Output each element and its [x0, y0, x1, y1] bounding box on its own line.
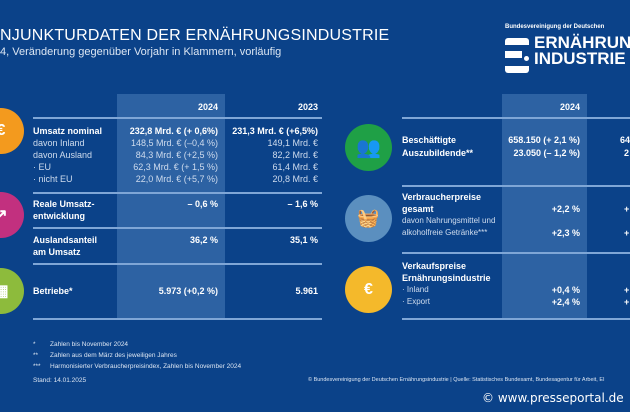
row-label: Ernährungsindustrie: [402, 273, 491, 283]
footnote-marker: **: [33, 352, 39, 359]
rising-chart-icon: ↗: [0, 192, 24, 238]
shopping-basket-icon: 🧺: [345, 195, 392, 242]
value-2023: – 1,6 %: [287, 199, 318, 209]
value-2023: 20,8 Mrd. €: [272, 174, 318, 184]
highlight-column-2024: [117, 94, 225, 318]
footnote-marker: *: [33, 341, 36, 348]
divider: [33, 192, 322, 194]
watermark: © www.presseportal.de: [482, 391, 624, 405]
column-header-2023: 2023: [297, 102, 318, 112]
copyright: © Bundesvereinigung der Deutschen Ernähr…: [308, 377, 605, 383]
coins-euro-icon: €: [0, 108, 24, 154]
value-2023: 35,1 %: [289, 235, 318, 245]
divider: [402, 252, 630, 254]
highlight-column-2024-right: [502, 94, 587, 318]
divider: [33, 318, 322, 320]
value-2023: 82,2 Mrd. €: [272, 150, 318, 160]
row-label: · Export: [402, 297, 431, 306]
row-label: · EU: [33, 162, 51, 172]
column-header-2024: 2024: [559, 102, 580, 112]
logo: Bundesvereinigung der Deutschen ERNÄHRUN…: [505, 24, 630, 73]
value-2023: 5.961: [295, 286, 318, 296]
row-label: Betriebe*: [33, 286, 73, 296]
value-2024: +2,3 %: [551, 228, 580, 238]
value-2023-cut: +: [624, 228, 630, 238]
value-2023-cut: 2: [624, 148, 630, 158]
value-2023: 61,4 Mrd. €: [272, 162, 318, 172]
row-label: am Umsatz: [33, 247, 81, 257]
value-2024: 148,5 Mrd. € (–0,4 %): [130, 138, 218, 148]
value-2023-cut: +: [624, 204, 630, 214]
row-label: davon Inland: [33, 138, 85, 148]
row-label: davon Nahrungsmittel und: [402, 216, 496, 225]
logo-line: ERNÄHRUN: [534, 33, 630, 52]
value-2023: 231,3 Mrd. € (+6,5%): [232, 126, 318, 136]
factory-icon: ▦: [0, 268, 24, 314]
value-2024: 232,8 Mrd. € (+ 0,6%): [129, 126, 218, 136]
hand-euro-icon: €: [345, 266, 392, 313]
divider: [402, 185, 630, 187]
value-2024: 62,3 Mrd. € (+ 1,5 %): [133, 162, 218, 172]
divider: [33, 227, 322, 229]
stand-date: Stand: 14.01.2025: [33, 377, 87, 384]
row-label: Auszubildende**: [402, 148, 474, 158]
row-label: · nicht EU: [33, 174, 73, 184]
footnote: Zahlen aus dem März des jeweiligen Jahre…: [50, 352, 177, 359]
row-label: · Inland: [402, 285, 429, 294]
value-2024: 658.150 (+ 2,1 %): [508, 135, 580, 145]
logo-mark-icon: [505, 38, 529, 73]
divider: [33, 117, 322, 119]
value-2024: 36,2 %: [189, 235, 218, 245]
row-label: entwicklung: [33, 211, 86, 221]
value-2024: 5.973 (+0,2 %): [158, 286, 218, 296]
footnote: Harmonisierter Verbraucherpreisindex, Za…: [50, 363, 242, 370]
row-label: Verbraucherpreise: [402, 192, 482, 202]
row-label: Beschäftigte: [402, 135, 457, 145]
row-label: alkoholfreie Getränke***: [402, 228, 488, 237]
footnote: Zahlen bis November 2024: [50, 341, 129, 348]
value-2024: 22,0 Mrd. € (+5,7 %): [135, 174, 218, 184]
value-2024: 23.050 (– 1,2 %): [513, 148, 580, 158]
page-title: NJUNKTURDATEN DER ERNÄHRUNGSINDUSTRIE: [0, 27, 390, 44]
value-2023: 149,1 Mrd. €: [267, 138, 318, 148]
row-label: Auslandsanteil: [33, 235, 98, 245]
row-label: gesamt: [402, 204, 434, 214]
row-label: Umsatz nominal: [33, 126, 103, 136]
value-2023-cut: +: [624, 285, 630, 295]
logo-org: Bundesvereinigung der Deutschen: [505, 24, 605, 30]
divider: [402, 318, 630, 320]
row-label: Reale Umsatz-: [33, 199, 95, 209]
divider: [402, 117, 630, 119]
value-2024: +2,4 %: [551, 297, 580, 307]
value-2023-cut: +: [624, 297, 630, 307]
value-2024: 84,3 Mrd. € (+2,5 %): [135, 150, 218, 160]
page-subtitle: 4, Veränderung gegenüber Vorjahr in Klam…: [0, 46, 282, 58]
value-2024: +2,2 %: [551, 204, 580, 214]
row-label: Verkaufspreise: [402, 261, 467, 271]
row-label: davon Ausland: [33, 150, 93, 160]
logo-line: INDUSTRIE: [534, 49, 626, 68]
divider: [33, 263, 322, 265]
people-icon: 👥: [345, 124, 392, 171]
value-2023-cut: 64: [620, 135, 630, 145]
column-header-2024: 2024: [197, 102, 218, 112]
value-2024: +0,4 %: [551, 285, 580, 295]
value-2024: – 0,6 %: [187, 199, 218, 209]
footnote-marker: ***: [33, 363, 41, 370]
